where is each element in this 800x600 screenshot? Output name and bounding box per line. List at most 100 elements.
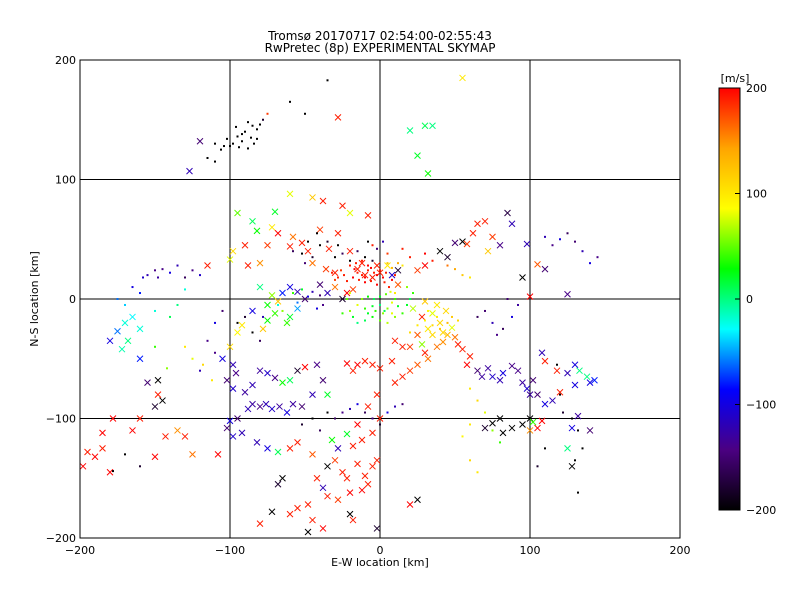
- velocity-dot-marker: [461, 274, 464, 277]
- velocity-cross-marker: [523, 385, 531, 392]
- velocity-cross-marker: [234, 415, 241, 422]
- velocity-dot-marker: [259, 339, 261, 342]
- velocity-dot-marker: [559, 393, 561, 396]
- velocity-dot-marker: [251, 124, 254, 127]
- velocity-cross-marker: [151, 453, 159, 461]
- velocity-dot-marker: [247, 147, 249, 150]
- velocity-dot-marker: [371, 244, 374, 247]
- velocity-cross-marker: [279, 474, 286, 482]
- velocity-cross-marker: [249, 217, 256, 225]
- velocity-dot-marker: [349, 407, 351, 410]
- velocity-dot-marker: [139, 465, 141, 468]
- velocity-cross-marker: [519, 379, 526, 387]
- velocity-cross-marker: [283, 319, 291, 327]
- velocity-cross-marker: [526, 427, 534, 434]
- velocity-cross-marker: [214, 450, 222, 458]
- velocity-cross-marker: [354, 421, 361, 428]
- velocity-cross-marker: [586, 427, 594, 434]
- velocity-cross-marker: [229, 385, 237, 392]
- velocity-dot-marker: [562, 411, 564, 414]
- velocity-dot-marker: [394, 298, 396, 300]
- velocity-cross-marker: [99, 429, 106, 437]
- velocity-dot-marker: [491, 321, 494, 324]
- velocity-cross-marker: [538, 417, 546, 425]
- velocity-dot-marker: [184, 288, 186, 291]
- velocity-cross-marker: [316, 281, 324, 289]
- velocity-dot-marker: [131, 286, 134, 289]
- velocity-dot-marker: [394, 315, 396, 318]
- plot-area: −200 −100 0 100 200 −200 −100 0 100 200: [46, 54, 691, 557]
- x-tick-label: 100: [520, 544, 541, 557]
- velocity-cross-marker: [439, 338, 447, 346]
- velocity-dot-marker: [352, 276, 354, 279]
- velocity-dot-marker: [544, 235, 546, 238]
- velocity-dot-marker: [371, 259, 374, 262]
- velocity-dot-marker: [356, 403, 359, 406]
- velocity-dot-marker: [397, 262, 399, 265]
- velocity-dot-marker: [373, 298, 375, 300]
- velocity-cross-marker: [343, 289, 351, 297]
- velocity-dot-marker: [326, 79, 329, 82]
- velocity-cross-marker: [526, 293, 534, 300]
- velocity-dot-marker: [266, 112, 269, 115]
- velocity-dot-marker: [232, 142, 234, 145]
- velocity-cross-marker: [234, 329, 241, 336]
- velocity-dot-marker: [146, 274, 149, 277]
- velocity-cross-marker: [346, 489, 354, 496]
- velocity-dot-marker: [382, 276, 384, 279]
- velocity-cross-marker: [424, 355, 432, 363]
- velocity-dot-marker: [416, 324, 419, 327]
- velocity-cross-marker: [324, 391, 331, 398]
- velocity-cross-marker: [319, 197, 327, 205]
- velocity-cross-marker: [451, 333, 459, 341]
- velocity-dot-marker: [340, 269, 342, 272]
- velocity-cross-marker: [181, 433, 189, 440]
- velocity-cross-marker: [343, 474, 351, 482]
- velocity-dot-marker: [311, 290, 314, 293]
- velocity-dot-marker: [191, 357, 194, 360]
- velocity-dot-marker: [352, 315, 354, 318]
- velocity-dot-marker: [469, 276, 471, 279]
- velocity-cross-marker: [241, 241, 249, 249]
- velocity-cross-marker: [414, 496, 421, 504]
- velocity-dot-marker: [361, 274, 363, 277]
- velocity-dot-marker: [451, 315, 453, 318]
- velocity-cross-marker: [508, 424, 516, 432]
- velocity-cross-marker: [276, 403, 283, 410]
- velocity-cross-marker: [496, 376, 504, 384]
- velocity-cross-marker: [226, 343, 234, 351]
- velocity-cross-marker: [553, 367, 561, 375]
- velocity-cross-marker: [144, 379, 151, 387]
- velocity-cross-marker: [504, 209, 511, 217]
- velocity-cross-marker: [499, 369, 507, 377]
- velocity-cross-marker: [358, 436, 366, 444]
- velocity-dot-marker: [301, 252, 303, 255]
- chart-title: Tromsø 20170717 02:54:00-02:55:43: [267, 29, 492, 43]
- y-axis: −200 −100 0 100 200: [46, 54, 680, 545]
- velocity-dot-marker: [577, 491, 579, 494]
- velocity-cross-marker: [424, 170, 432, 177]
- velocity-dot-marker: [367, 269, 369, 272]
- velocity-dot-marker: [311, 417, 314, 420]
- velocity-dot-marker: [502, 327, 504, 330]
- velocity-cross-marker: [414, 266, 421, 274]
- velocity-dot-marker: [253, 142, 255, 145]
- velocity-cross-marker: [223, 424, 231, 432]
- velocity-cross-marker: [154, 391, 162, 398]
- velocity-dot-marker: [214, 160, 216, 163]
- velocity-dot-marker: [343, 274, 345, 277]
- velocity-dot-marker: [376, 247, 378, 250]
- velocity-cross-marker: [388, 357, 396, 365]
- velocity-cross-marker: [174, 427, 181, 434]
- velocity-cross-marker: [162, 433, 169, 440]
- velocity-cross-marker: [534, 424, 541, 432]
- velocity-dot-marker: [379, 319, 381, 322]
- velocity-cross-marker: [286, 510, 294, 518]
- velocity-cross-marker: [238, 429, 246, 437]
- velocity-dot-marker: [304, 262, 306, 265]
- velocity-cross-marker: [334, 114, 342, 121]
- velocity-cross-marker: [343, 360, 351, 367]
- velocity-cross-marker: [313, 361, 321, 369]
- velocity-cross-marker: [204, 262, 211, 269]
- velocity-cross-marker: [289, 233, 297, 241]
